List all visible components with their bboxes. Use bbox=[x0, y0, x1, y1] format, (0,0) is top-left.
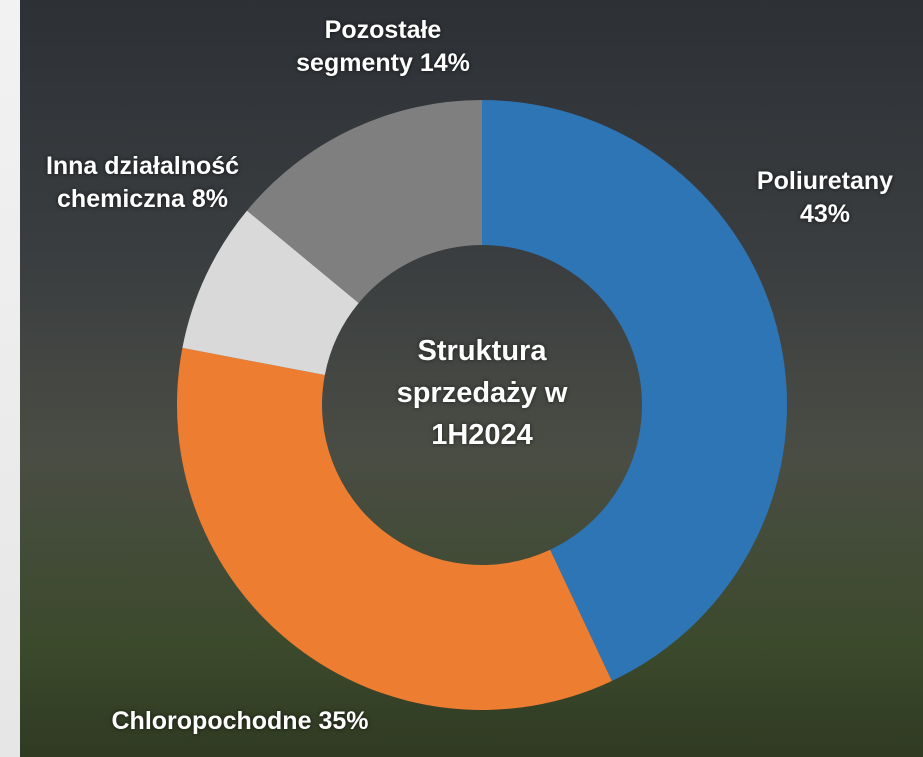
slice-label: Poliuretany 43% bbox=[730, 165, 920, 230]
donut-slice bbox=[182, 210, 359, 376]
category-label: Chloropochodne bbox=[111, 707, 312, 735]
slice-label: Inna działalność chemiczna 8% bbox=[30, 150, 255, 215]
value-label: 14% bbox=[419, 48, 470, 77]
side-panel bbox=[0, 0, 20, 757]
category-label: Poliuretany bbox=[756, 167, 894, 195]
donut-slice bbox=[482, 100, 787, 681]
donut-slice bbox=[246, 99, 482, 304]
category-label: Inna działalność chemiczna bbox=[45, 152, 240, 213]
value-label: 35% bbox=[318, 707, 369, 735]
slice-label: Chloropochodne 35% bbox=[50, 705, 430, 738]
category-label: Pozostałe segmenty bbox=[296, 16, 442, 77]
slice-label: Pozostałe segmenty 14% bbox=[268, 14, 498, 79]
value-label: 8% bbox=[191, 184, 228, 213]
chart-title: Struktura sprzedaży w 1H2024 bbox=[396, 335, 568, 452]
value-label: 43% bbox=[799, 199, 851, 228]
donut-slice bbox=[177, 347, 612, 710]
